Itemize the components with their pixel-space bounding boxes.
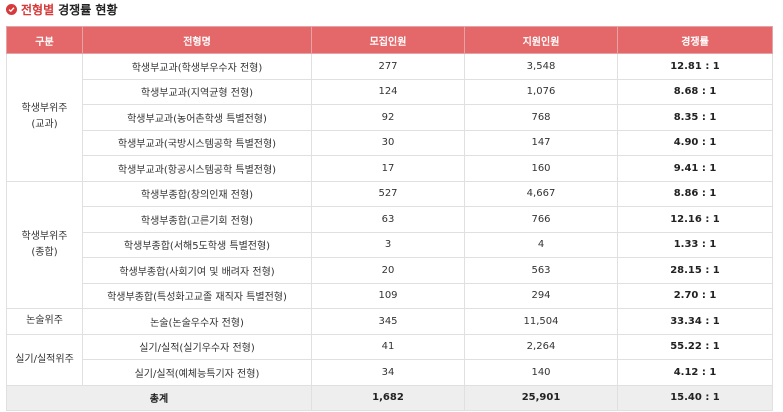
- admission-name: 학생부종합(사회기여 및 배려자 전형): [82, 257, 312, 284]
- total-label: 총계: [6, 384, 312, 411]
- admission-name: 학생부종합(고른기회 전형): [82, 206, 312, 233]
- admission-name: 논술(논술우수자 전형): [82, 308, 312, 335]
- admission-name: 학생부교과(지역균형 전형): [82, 78, 312, 105]
- recruit-count: 34: [311, 359, 465, 386]
- applicant-count: 160: [464, 155, 618, 182]
- applicant-count: 147: [464, 129, 618, 156]
- total-applicants: 25,901: [464, 384, 618, 411]
- admission-name: 실기/실적(실기우수자 전형): [82, 333, 312, 360]
- group-sublabel: (교과): [31, 119, 58, 131]
- applicant-count: 768: [464, 104, 618, 131]
- title-rest: 경쟁률 현황: [58, 2, 118, 17]
- recruit-count: 277: [311, 53, 465, 80]
- group-sublabel: (종합): [31, 246, 58, 258]
- group-cell: 학생부위주 (교과): [6, 53, 83, 182]
- table-row: 학생부종합(사회기여 및 배려자 전형) 20 563 28.15 : 1: [7, 257, 773, 284]
- recruit-count: 41: [311, 333, 465, 360]
- table-row: 학생부위주 (종합) 학생부종합(창의인재 전형) 527 4,667 8.86…: [6, 180, 773, 309]
- header-applicants: 지원인원: [464, 26, 618, 54]
- competition-ratio: 9.41 : 1: [617, 155, 773, 182]
- admission-name: 학생부종합(특성화고교졸 재직자 특별전형): [82, 282, 312, 309]
- table-row: 학생부위주 (교과) 학생부교과(학생부우수자 전형) 277 3,548 12…: [6, 53, 773, 182]
- recruit-count: 17: [311, 155, 465, 182]
- table-row: 논술위주 논술(논술우수자 전형) 345 11,504 33.34 : 1: [6, 308, 773, 335]
- header-category: 구분: [6, 26, 83, 54]
- competition-ratio: 12.81 : 1: [617, 53, 773, 80]
- applicant-count: 563: [464, 257, 618, 284]
- group-label: 실기/실적위주: [15, 353, 74, 365]
- applicant-count: 140: [464, 359, 618, 386]
- recruit-count: 20: [311, 257, 465, 284]
- recruit-count: 30: [311, 129, 465, 156]
- group-label: 학생부위주: [21, 103, 68, 115]
- applicant-count: 2,264: [464, 333, 618, 360]
- table-row: 학생부교과(농어촌학생 특별전형) 92 768 8.35 : 1: [7, 104, 773, 131]
- header-ratio: 경쟁률: [617, 26, 773, 54]
- admission-name: 학생부교과(농어촌학생 특별전형): [82, 104, 312, 131]
- competition-ratio: 1.33 : 1: [617, 231, 773, 258]
- recruit-count: 109: [311, 282, 465, 309]
- total-ratio: 15.40 : 1: [617, 384, 773, 411]
- total-row: 총계 1,682 25,901 15.40 : 1: [6, 384, 773, 411]
- check-circle-icon: [6, 3, 17, 15]
- competition-ratio: 33.34 : 1: [617, 308, 773, 335]
- applicant-count: 4,667: [464, 180, 618, 207]
- group-label: 논술위주: [26, 315, 63, 327]
- recruit-count: 345: [311, 308, 465, 335]
- table-row: 학생부교과(지역균형 전형) 124 1,076 8.68 : 1: [7, 78, 773, 105]
- header-admission-type: 전형명: [82, 26, 312, 54]
- recruit-count: 527: [311, 180, 465, 207]
- table-row: 실기/실적위주 실기/실적(실기우수자 전형) 41 2,264 55.22 :…: [6, 333, 773, 386]
- admission-name: 학생부교과(국방시스템공학 특별전형): [82, 129, 312, 156]
- competition-ratio: 55.22 : 1: [617, 333, 773, 360]
- table-row: 학생부교과(항공시스템공학 특별전형) 17 160 9.41 : 1: [7, 155, 773, 182]
- recruit-count: 124: [311, 78, 465, 105]
- group-cell: 논술위주: [6, 308, 83, 335]
- title-accent: 전형별: [21, 2, 55, 17]
- recruit-count: 3: [311, 231, 465, 258]
- admission-name: 학생부종합(창의인재 전형): [82, 180, 312, 207]
- competition-ratio: 8.86 : 1: [617, 180, 773, 207]
- applicant-count: 4: [464, 231, 618, 258]
- group-cell: 학생부위주 (종합): [6, 180, 83, 309]
- recruit-count: 63: [311, 206, 465, 233]
- group-cell: 실기/실적위주: [6, 333, 83, 386]
- table-row: 학생부교과(국방시스템공학 특별전형) 30 147 4.90 : 1: [7, 129, 773, 156]
- admission-name: 학생부교과(항공시스템공학 특별전형): [82, 155, 312, 182]
- table-row: 학생부종합(고른기회 전형) 63 766 12.16 : 1: [7, 206, 773, 233]
- table-row: 학생부종합(서해5도학생 특별전형) 3 4 1.33 : 1: [7, 231, 773, 258]
- competition-ratio: 2.70 : 1: [617, 282, 773, 309]
- header-recruit: 모집인원: [311, 26, 465, 54]
- recruit-count: 92: [311, 104, 465, 131]
- competition-ratio: 12.16 : 1: [617, 206, 773, 233]
- section-title: 전형별 경쟁률 현황: [6, 0, 118, 18]
- table-row: 실기/실적(예체능특기자 전형) 34 140 4.12 : 1: [7, 359, 773, 386]
- applicant-count: 766: [464, 206, 618, 233]
- admission-name: 학생부종합(서해5도학생 특별전형): [82, 231, 312, 258]
- competition-ratio: 28.15 : 1: [617, 257, 773, 284]
- competition-rate-table: 구분 전형명 모집인원 지원인원 경쟁률 학생부위주 (교과) 학생부교과(학생…: [6, 26, 773, 411]
- admission-name: 학생부교과(학생부우수자 전형): [82, 53, 312, 80]
- applicant-count: 294: [464, 282, 618, 309]
- header-row: 구분 전형명 모집인원 지원인원 경쟁률: [6, 26, 773, 54]
- applicant-count: 1,076: [464, 78, 618, 105]
- table-row: 학생부종합(특성화고교졸 재직자 특별전형) 109 294 2.70 : 1: [7, 282, 773, 309]
- admission-name: 실기/실적(예체능특기자 전형): [82, 359, 312, 386]
- competition-ratio: 4.12 : 1: [617, 359, 773, 386]
- competition-ratio: 4.90 : 1: [617, 129, 773, 156]
- competition-ratio: 8.35 : 1: [617, 104, 773, 131]
- applicant-count: 3,548: [464, 53, 618, 80]
- competition-ratio: 8.68 : 1: [617, 78, 773, 105]
- group-label: 학생부위주: [21, 230, 68, 242]
- applicant-count: 11,504: [464, 308, 618, 335]
- total-recruit: 1,682: [311, 384, 465, 411]
